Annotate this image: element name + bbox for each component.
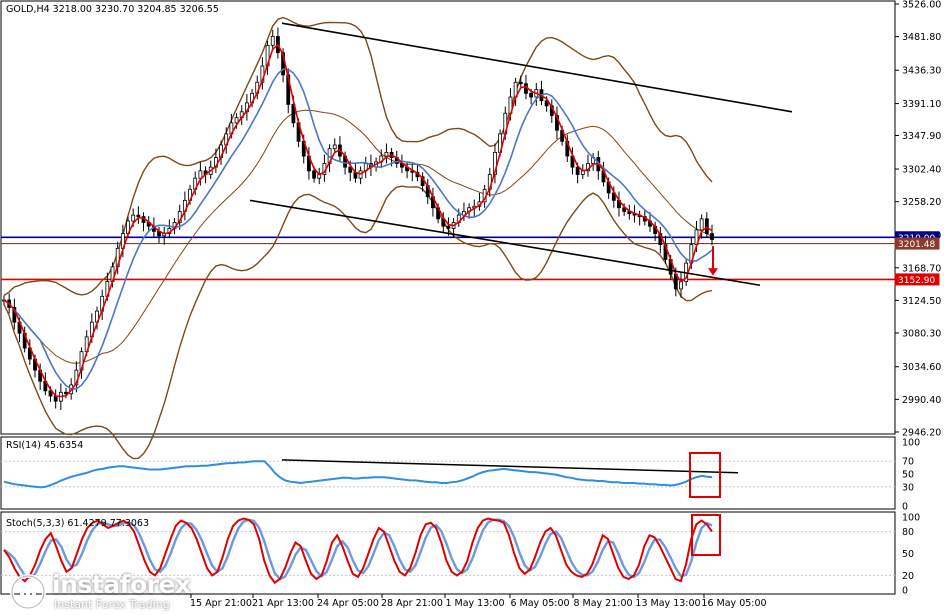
down-arrow-head (708, 268, 718, 276)
stoch-pane-frame (0, 511, 896, 595)
time-tick-label: 8 May 21:00 (573, 598, 632, 609)
instaforex-watermark: instaforex Instant Forex Trading (6, 570, 191, 614)
main-pane (1, 16, 895, 460)
price-tag (894, 273, 940, 286)
price-tick-label: 2990.40 (902, 395, 941, 406)
candle-body (544, 100, 549, 107)
channel-lower-line (249, 199, 761, 287)
time-tick-label: 15 Apr 21:00 (190, 598, 252, 609)
candle-body (524, 83, 528, 94)
candle-body (699, 218, 704, 231)
candle-body (518, 81, 523, 85)
rsi-label: RSI(14) 45.6354 (6, 440, 83, 451)
candle-body (575, 166, 580, 175)
rsi-pane-frame (0, 436, 896, 510)
price-tick-label: 3347.90 (902, 131, 941, 142)
price-tag (894, 237, 940, 250)
stoch-main-line (3, 517, 713, 585)
candle-body (348, 166, 353, 173)
candle-body (446, 225, 451, 229)
rsi-axis-label: 50 (902, 470, 914, 481)
candle-body (131, 214, 136, 222)
time-tick-label: 13 May 13:00 (635, 598, 700, 609)
price-tag-label: 3152.90 (898, 276, 935, 286)
candle-body (332, 144, 337, 150)
price-tick-label: 3481.80 (902, 32, 941, 43)
candle-body (270, 36, 275, 46)
rsi-line (3, 460, 713, 489)
stoch-axis-label: 80 (902, 527, 914, 538)
price-tick-label: 3436.30 (902, 66, 941, 77)
candle-body (234, 117, 239, 124)
ma-fast-line (3, 43, 713, 398)
time-tick-label: 16 May 05:00 (701, 598, 766, 609)
price-tick-label: 3526.00 (902, 0, 941, 11)
watermark-tagline: Instant Forex Trading (54, 598, 170, 611)
time-axis: 15 Apr 21:00 21 Apr 13:00 24 Apr 05:00 28 A… (190, 594, 767, 609)
price-tick-label: 3034.60 (902, 362, 941, 373)
price-axis: 3526.00 3481.80 3436.30 3391.10 3347.90 3302.… (894, 0, 941, 439)
price-tick-label: 3124.50 (902, 296, 941, 307)
candle-body (622, 207, 627, 212)
symbol-header: GOLD,H4 3218.00 3230.70 3204.85 3206.55 (6, 4, 219, 15)
stoch-axis-label: 0 (902, 586, 908, 597)
stoch-axis-label: 20 (902, 571, 914, 582)
candle-body (312, 170, 316, 179)
candle-body (291, 103, 296, 124)
stoch-axis-label: 100 (902, 513, 920, 524)
bollinger-lower (3, 185, 713, 460)
price-tick-label: 3302.40 (902, 165, 941, 176)
stoch-pane: 100 80 50 20 0 (1, 513, 920, 597)
price-tick-label: 3258.20 (902, 197, 941, 208)
candle-body (679, 281, 683, 290)
instaforex-logo-icon (10, 574, 46, 610)
channel-upper-line (281, 22, 793, 113)
time-tick-label: 1 May 13:00 (445, 598, 504, 609)
time-tick-label: 24 Apr 05:00 (317, 598, 379, 609)
rsi-trendline (281, 459, 739, 474)
candle-body (48, 390, 53, 397)
price-tick-label: 3168.70 (902, 263, 941, 274)
stoch-label: Stoch(5,3,3) 61.4279 77.3063 (6, 518, 149, 529)
candle-body (136, 214, 141, 217)
stoch-signal-line (3, 518, 713, 581)
rsi-axis-label: 70 (902, 457, 914, 468)
price-tick-label: 3391.10 (902, 99, 941, 110)
rsi-axis-label: 100 (902, 438, 920, 449)
stoch-highlight-box (691, 514, 721, 556)
rsi-highlight-box (689, 452, 721, 498)
time-tick-label: 21 Apr 13:00 (252, 598, 314, 609)
price-tick-label: 2946.20 (902, 428, 941, 439)
rsi-axis-label: 30 (902, 482, 914, 493)
candle-body (704, 218, 709, 234)
candle-body (529, 92, 534, 98)
time-tick-label: 28 Apr 21:00 (381, 598, 443, 609)
watermark-brand: instaforex (52, 570, 191, 599)
candle-body (384, 151, 389, 157)
stoch-axis-label: 50 (902, 549, 914, 560)
candle-body (198, 170, 203, 179)
price-tag-label: 3201.48 (898, 240, 935, 250)
ma-slow-line (3, 68, 713, 390)
time-tick-label: 6 May 05:00 (510, 598, 569, 609)
candle-body (710, 233, 714, 240)
bollinger-middle (3, 109, 713, 364)
rsi-axis-label: 0 (902, 502, 908, 513)
price-tick-label: 3080.30 (902, 329, 941, 340)
